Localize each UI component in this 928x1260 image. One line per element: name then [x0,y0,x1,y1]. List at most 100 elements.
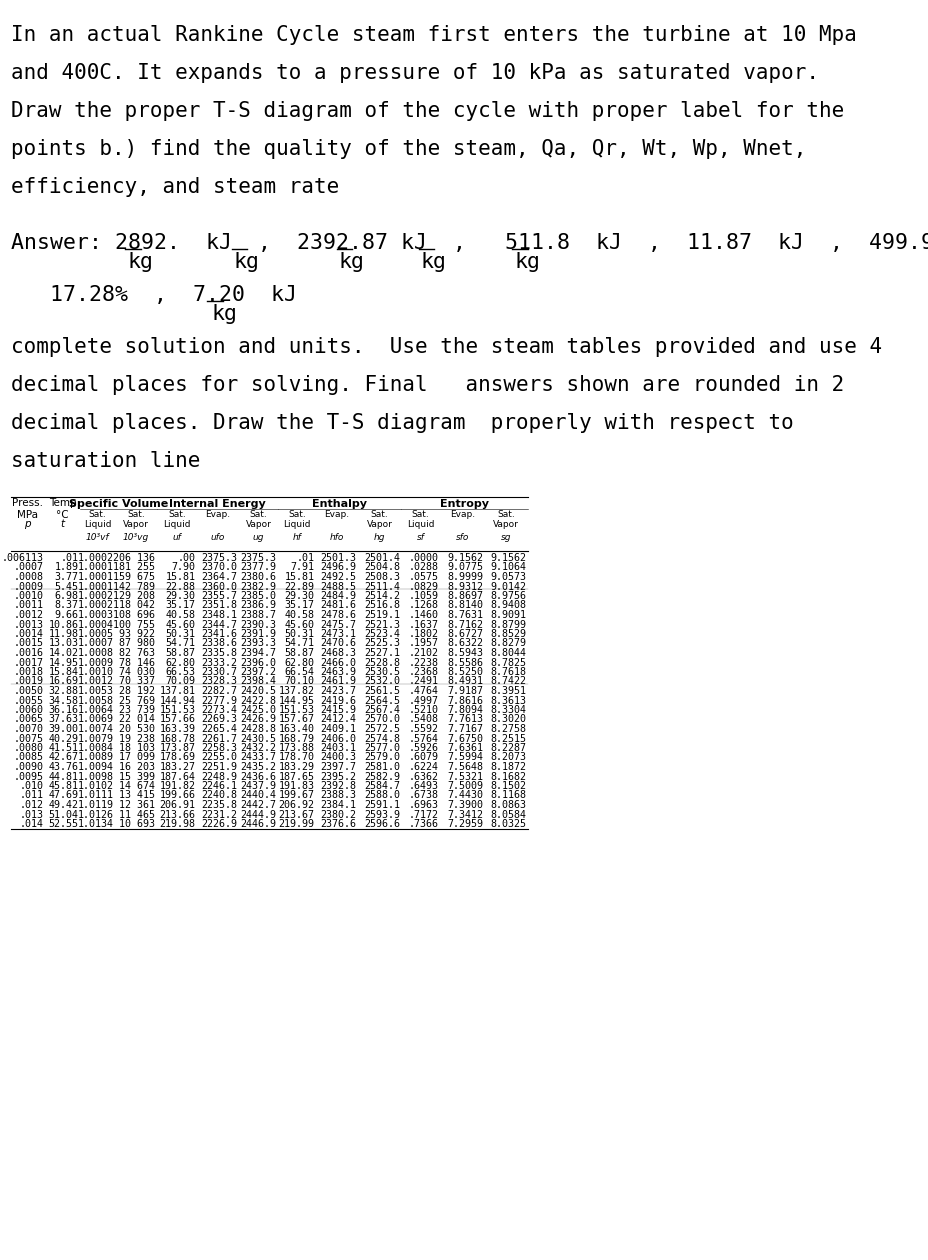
Text: 7.9187: 7.9187 [447,685,483,696]
Text: 7.5994: 7.5994 [447,752,483,762]
Text: 1.0058: 1.0058 [78,696,114,706]
Text: 178.70: 178.70 [278,752,314,762]
Text: 36.16: 36.16 [48,706,78,714]
Text: 10³vg: 10³vg [122,533,149,542]
Text: 2481.6: 2481.6 [320,601,356,611]
Text: 2235.8: 2235.8 [201,800,238,810]
Text: 1.0004: 1.0004 [78,620,114,630]
Text: 2355.7: 2355.7 [201,591,238,601]
Text: 2258.3: 2258.3 [201,743,238,753]
Text: kg: kg [339,252,365,272]
Text: .1957: .1957 [408,639,438,649]
Text: 2572.5: 2572.5 [364,724,400,735]
Text: 2406.0: 2406.0 [320,733,356,743]
Text: 45.81: 45.81 [48,781,78,791]
Text: 8.9756: 8.9756 [490,591,525,601]
Text: .01: .01 [296,553,314,563]
Text: 9.66: 9.66 [55,610,78,620]
Text: 8.0584: 8.0584 [490,809,525,819]
Text: 2530.5: 2530.5 [364,667,400,677]
Text: 70.10: 70.10 [284,677,314,687]
Text: .2491: .2491 [408,677,438,687]
Text: 2446.9: 2446.9 [240,819,277,829]
Text: 2269.3: 2269.3 [201,714,238,724]
Text: .6493: .6493 [408,781,438,791]
Text: .0080: .0080 [14,743,44,753]
Text: 1.0079: 1.0079 [78,733,114,743]
Text: 2428.8: 2428.8 [240,724,277,735]
Text: .1802: .1802 [408,629,438,639]
Text: Temp
°C: Temp °C [48,498,76,519]
Text: 7.6361: 7.6361 [447,743,483,753]
Text: 43.76: 43.76 [48,762,78,772]
Text: 2582.9: 2582.9 [364,771,400,781]
Text: 2440.4: 2440.4 [240,790,277,800]
Text: 66.54: 66.54 [284,667,314,677]
Text: 2511.4: 2511.4 [364,582,400,591]
Text: 8.9999: 8.9999 [447,572,483,582]
Text: 8.7825: 8.7825 [490,658,525,668]
Text: 2377.9: 2377.9 [240,562,277,572]
Text: .6738: .6738 [408,790,438,800]
Text: 2527.1: 2527.1 [364,648,400,658]
Text: 2380.2: 2380.2 [320,809,356,819]
Text: 7.5321: 7.5321 [447,771,483,781]
Text: Sat.
Vapor: Sat. Vapor [367,510,393,529]
Text: 8.8140: 8.8140 [447,601,483,611]
Text: 37.63: 37.63 [48,714,78,724]
Text: 2508.3: 2508.3 [364,572,400,582]
Text: 2403.1: 2403.1 [320,743,356,753]
Text: 8.37: 8.37 [55,601,78,611]
Text: 168.79: 168.79 [278,733,314,743]
Text: 16 203: 16 203 [120,762,155,772]
Text: 1.0002: 1.0002 [78,591,114,601]
Text: 2463.9: 2463.9 [320,667,356,677]
Text: 1.0008: 1.0008 [78,648,114,658]
Text: 8.6322: 8.6322 [447,639,483,649]
Text: uf: uf [173,533,181,542]
Text: 2240.8: 2240.8 [201,790,238,800]
Text: 7.5009: 7.5009 [447,781,483,791]
Text: 87 980: 87 980 [120,639,155,649]
Text: 23 739: 23 739 [120,706,155,714]
Text: 7.3412: 7.3412 [447,809,483,819]
Text: 66.53: 66.53 [165,667,195,677]
Text: kg: kg [127,252,153,272]
Text: 2392.8: 2392.8 [320,781,356,791]
Text: hf: hf [292,533,301,542]
Text: 9.0775: 9.0775 [447,562,483,572]
Text: 219.98: 219.98 [160,819,195,829]
Text: hfo: hfo [329,533,343,542]
Text: 15.81: 15.81 [165,572,195,582]
Text: .0288: .0288 [408,562,438,572]
Text: 70.09: 70.09 [165,677,195,687]
Text: .1059: .1059 [408,591,438,601]
Text: 2423.7: 2423.7 [320,685,356,696]
Text: 1.0009: 1.0009 [78,658,114,668]
Text: 8.9091: 8.9091 [490,610,525,620]
Text: 9.1562: 9.1562 [447,553,483,563]
Text: 2255.0: 2255.0 [201,752,238,762]
Text: 8.8529: 8.8529 [490,629,525,639]
Text: .0090: .0090 [14,762,44,772]
Text: 8.0863: 8.0863 [490,800,525,810]
Text: 2504.8: 2504.8 [364,562,400,572]
Text: 11.98: 11.98 [48,629,78,639]
Text: 8.0325: 8.0325 [490,819,525,829]
Text: 35.17: 35.17 [284,601,314,611]
Text: .2102: .2102 [408,648,438,658]
Text: 22.89: 22.89 [284,582,314,591]
Text: 213.67: 213.67 [278,809,314,819]
Text: 70 337: 70 337 [120,677,155,687]
Text: ufo: ufo [211,533,225,542]
Text: 2330.7: 2330.7 [201,667,238,677]
Text: 2398.4: 2398.4 [240,677,277,687]
Text: Entropy: Entropy [440,499,488,509]
Text: p: p [24,519,31,529]
Text: 2432.2: 2432.2 [240,743,277,753]
Text: 34.58: 34.58 [48,696,78,706]
Text: 1.0010: 1.0010 [78,667,114,677]
Text: .0010: .0010 [14,591,44,601]
Text: 2475.7: 2475.7 [320,620,356,630]
Text: 8.3020: 8.3020 [490,714,525,724]
